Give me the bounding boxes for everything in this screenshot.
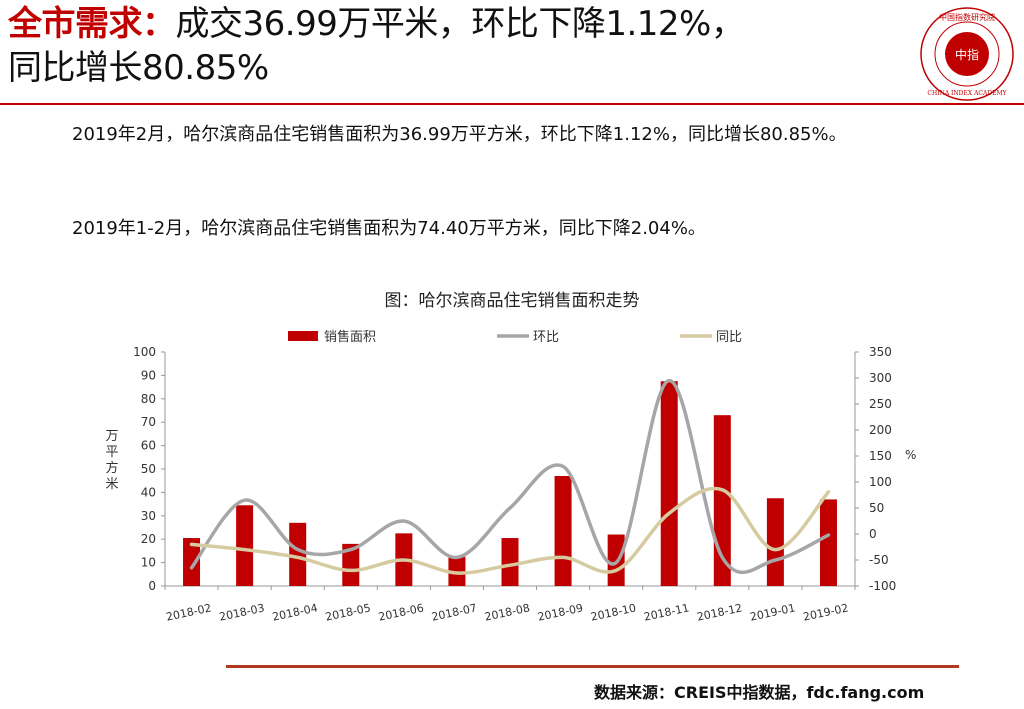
bar-sales-area bbox=[183, 538, 201, 586]
title-line2: 同比增长80.85% bbox=[8, 48, 269, 88]
x-tick-label: 2019-01 bbox=[749, 601, 797, 623]
legend-sales-area-swatch bbox=[288, 331, 318, 341]
paragraph-2: 2019年1-2月，哈尔滨商品住宅销售面积为74.40万平方米，同比下降2.04… bbox=[72, 218, 706, 239]
bar-sales-area bbox=[554, 476, 572, 586]
x-tick-label: 2018-08 bbox=[483, 601, 531, 623]
right-tick-label: 200 bbox=[869, 423, 892, 437]
title-highlight: 全市需求： bbox=[8, 4, 176, 44]
left-tick-label: 30 bbox=[141, 509, 156, 523]
right-tick-label: 250 bbox=[869, 397, 892, 411]
bar-sales-area bbox=[766, 498, 784, 586]
left-axis-label-char: 米 bbox=[105, 477, 118, 492]
left-axis-label-char: 方 bbox=[105, 460, 118, 476]
data-source: 数据来源：CREIS中指数据，fdc.fang.com bbox=[594, 683, 925, 702]
left-tick-label: 100 bbox=[133, 345, 156, 359]
logo-ring-bottom: CHINA INDEX ACADEMY bbox=[927, 90, 1007, 97]
bar-sales-area bbox=[660, 381, 678, 586]
x-tick-label: 2018-11 bbox=[643, 601, 691, 623]
left-tick-label: 50 bbox=[141, 462, 156, 476]
logo-ring-top: 中国指数研究院 bbox=[939, 12, 995, 22]
right-tick-label: 350 bbox=[869, 345, 892, 359]
legend-sales-area-label: 销售面积 bbox=[324, 329, 376, 345]
left-tick-label: 0 bbox=[148, 579, 156, 593]
left-tick-label: 90 bbox=[141, 368, 156, 382]
x-tick-label: 2018-02 bbox=[165, 601, 213, 623]
x-tick-label: 2018-03 bbox=[218, 601, 266, 623]
left-tick-label: 70 bbox=[141, 415, 156, 429]
footer-rule bbox=[226, 665, 959, 668]
line-yoy bbox=[189, 486, 831, 575]
legend-mom-label: 环比 bbox=[533, 330, 559, 345]
right-tick-label: 100 bbox=[869, 475, 892, 489]
x-tick-label: 2018-07 bbox=[430, 601, 478, 623]
line-mom bbox=[189, 378, 831, 575]
right-tick-label: 150 bbox=[869, 449, 892, 463]
left-tick-label: 40 bbox=[141, 485, 156, 499]
x-tick-label: 2018-12 bbox=[696, 601, 744, 623]
x-tick-label: 2018-05 bbox=[324, 601, 372, 623]
chart-title: 图：哈尔滨商品住宅销售面积走势 bbox=[384, 291, 640, 311]
x-tick-label: 2019-02 bbox=[802, 601, 850, 623]
left-tick-label: 60 bbox=[141, 439, 156, 453]
left-tick-label: 10 bbox=[141, 556, 156, 570]
paragraph-1: 2019年2月，哈尔滨商品住宅销售面积为36.99万平方米，环比下降1.12%，… bbox=[72, 124, 847, 145]
x-tick-label: 2018-06 bbox=[377, 601, 425, 623]
x-tick-label: 2018-04 bbox=[271, 601, 319, 623]
bar-sales-area bbox=[289, 522, 307, 586]
page-title: 全市需求：成交36.99万平米，环比下降1.12%， 同比增长80.85% bbox=[8, 2, 908, 90]
x-tick-label: 2018-10 bbox=[590, 601, 638, 623]
bar-sales-area bbox=[342, 543, 360, 586]
bar-sales-area bbox=[501, 538, 519, 586]
right-tick-label: -50 bbox=[869, 553, 889, 567]
left-axis-label-char: 万 bbox=[105, 429, 118, 444]
right-axis-label: % bbox=[905, 448, 916, 462]
left-tick-label: 20 bbox=[141, 532, 156, 546]
right-tick-label: 300 bbox=[869, 371, 892, 385]
bar-sales-area bbox=[236, 505, 254, 586]
legend-yoy-label: 同比 bbox=[716, 330, 742, 345]
logo-center-text: 中指 bbox=[955, 47, 979, 62]
china-index-academy-logo: 中指 中国指数研究院 CHINA INDEX ACADEMY bbox=[920, 7, 1014, 101]
left-axis-label-char: 平 bbox=[105, 445, 118, 460]
right-tick-label: -100 bbox=[869, 579, 896, 593]
title-line1: 成交36.99万平米，环比下降1.12%， bbox=[175, 4, 745, 44]
x-tick-label: 2018-09 bbox=[537, 601, 585, 623]
right-tick-label: 0 bbox=[869, 527, 877, 541]
bar-sales-area bbox=[819, 499, 837, 586]
header-rule bbox=[0, 103, 1024, 105]
right-tick-label: 50 bbox=[869, 501, 884, 515]
left-tick-label: 80 bbox=[141, 392, 156, 406]
